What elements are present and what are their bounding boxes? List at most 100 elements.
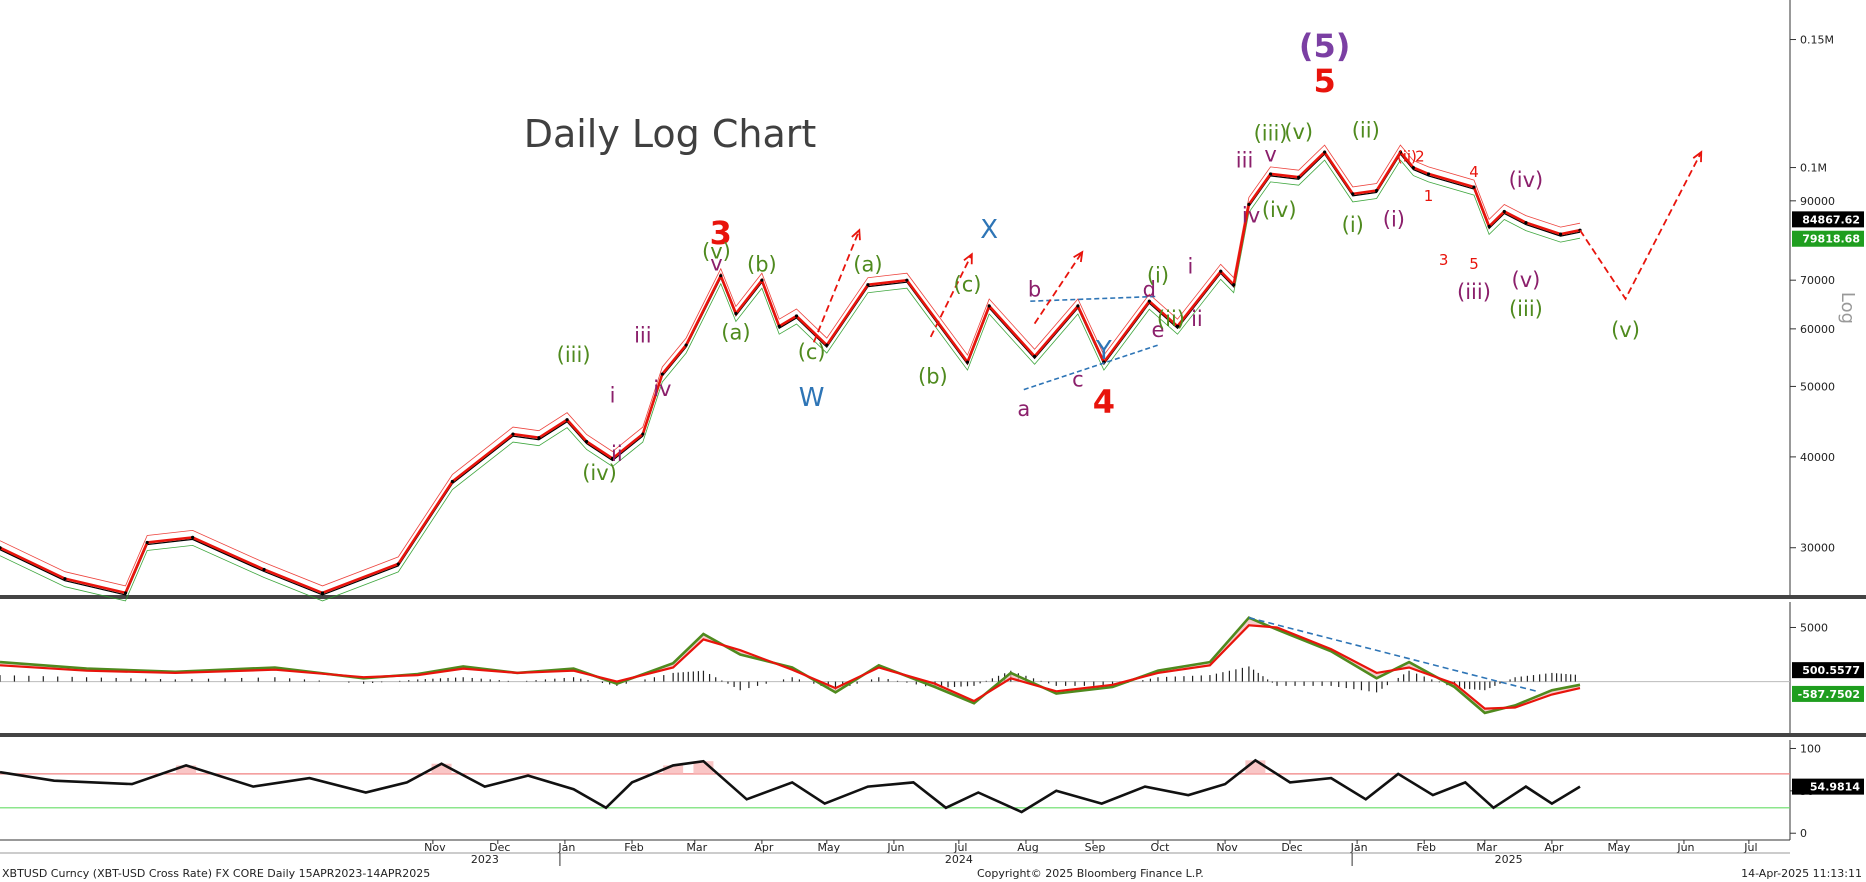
price-point [565,418,569,422]
price-point [760,278,764,282]
wave-label: (iii) [1254,121,1288,145]
price-point [719,274,723,278]
wave-label: 4 [1469,163,1479,181]
price-point [777,324,781,328]
rsi-tag: 54.9814 [1810,781,1860,794]
price-point [1297,175,1301,179]
footer-source: XBTUSD Curncy (XBT-USD Cross Rate) FX CO… [2,867,430,880]
price-ytick-label: 30000 [1800,542,1835,555]
wave-label: b [1028,277,1041,301]
macd-tag: -587.7502 [1798,688,1860,701]
wave-label: (iii) [557,343,591,367]
price-point [794,314,799,318]
rsi-line [0,758,1581,814]
price-point [1268,172,1273,176]
price-point [1398,150,1402,154]
x-tick-label: Dec [1281,841,1302,854]
price-point [1232,283,1236,287]
wave-label: (iii) [1457,280,1491,304]
wave-label: (iv) [582,461,617,485]
wave-label: e [1152,318,1165,342]
price-tag-bg [1792,211,1864,228]
x-tick-label: Jul [953,841,967,854]
footer-copyright: Copyright© 2025 Bloomberg Finance L.P. [977,867,1204,880]
panel-separator [0,733,1866,737]
price-point [1351,192,1355,196]
price-point [584,439,589,444]
price-point [63,577,67,581]
wave-label: (v) [702,239,731,263]
price-lower-band [0,159,1581,602]
year-label: 2023 [471,853,499,866]
projection-arrowhead [963,252,973,265]
projection-arrowhead [1073,250,1084,263]
x-tick-label: Oct [1150,841,1170,854]
price-point [537,436,541,440]
price-ytick-label: 70000 [1800,274,1835,287]
macd-tag: 500.5577 [1802,664,1860,677]
macd-ytick-label: 5000 [1800,621,1828,634]
wave-label: ii [611,442,623,466]
wave-label: (i) [1147,263,1169,287]
x-tick-label: Mar [1476,841,1497,854]
price-tag-bg [1792,230,1864,247]
wave-label: v [710,251,722,275]
price-point [1472,185,1476,189]
price-point [866,283,870,287]
price-point [123,591,128,595]
x-tick-label: Jun [1676,841,1694,854]
wave-label: W [799,383,825,413]
x-tick-label: Nov [1216,841,1238,854]
projection-arrowhead [851,228,861,241]
price-point [1247,202,1251,206]
wave-label: 1 [1424,187,1434,205]
wave-label: (a) [853,252,882,276]
projection-line [812,229,861,343]
year-label: 2025 [1495,853,1523,866]
wave-label: (b) [747,252,777,276]
price-point [191,535,195,539]
rsi-ytick-label: 100 [1800,742,1821,755]
macd-panel: 5000 500.5577 -587.7502 [0,602,1866,737]
price-ytick-label: 40000 [1800,451,1835,464]
price-point [1411,165,1415,170]
wave-label: i [610,384,616,408]
wave-label: (iv) [1262,198,1297,222]
x-tick-label: May [817,841,840,854]
price-tag: 84867.62 [1802,213,1860,226]
price-tag: 79818.68 [1802,233,1860,246]
projection-line [1033,251,1083,325]
price-point [905,278,909,282]
wave-label: (i) [1383,207,1405,231]
wave-label: iv [653,377,671,401]
x-axis: Nov Dec Jan Feb Mar Apr May Jun Jul Aug Sep Oct Nov D… [0,839,1790,866]
rsi-overbought-fill [176,765,197,774]
price-point [734,311,738,316]
footer: XBTUSD Curncy (XBT-USD Cross Rate) FX CO… [2,867,1862,880]
projection-line [1579,151,1703,301]
price-point [396,562,400,566]
projection-arrowhead [1692,150,1703,163]
wave-label: X [980,215,998,245]
wave-label: (ii) [1397,147,1417,165]
price-point [641,432,645,436]
wave-label: (iii) [1509,297,1543,321]
wave-label: (v) [1512,268,1541,292]
price-point [262,567,266,572]
price-point [1147,299,1151,303]
price-point [610,456,615,461]
wave-label: a [1017,397,1030,421]
x-tick-label: Jul [1743,841,1757,854]
price-point [450,479,454,484]
price-point [0,546,2,550]
wave-label: c [1072,367,1084,391]
x-tick-label: May [1607,841,1630,854]
price-point [1175,324,1180,328]
price-ytick-label: 60000 [1800,323,1835,336]
wave-label: (a) [721,321,750,345]
wave-label: (ii) [1157,307,1185,331]
price-y-axis-label: Log [1837,292,1858,324]
panel-separator [0,595,1866,599]
wave-label: (c) [798,340,826,364]
price-ytick-label: 0.1M [1800,162,1827,175]
